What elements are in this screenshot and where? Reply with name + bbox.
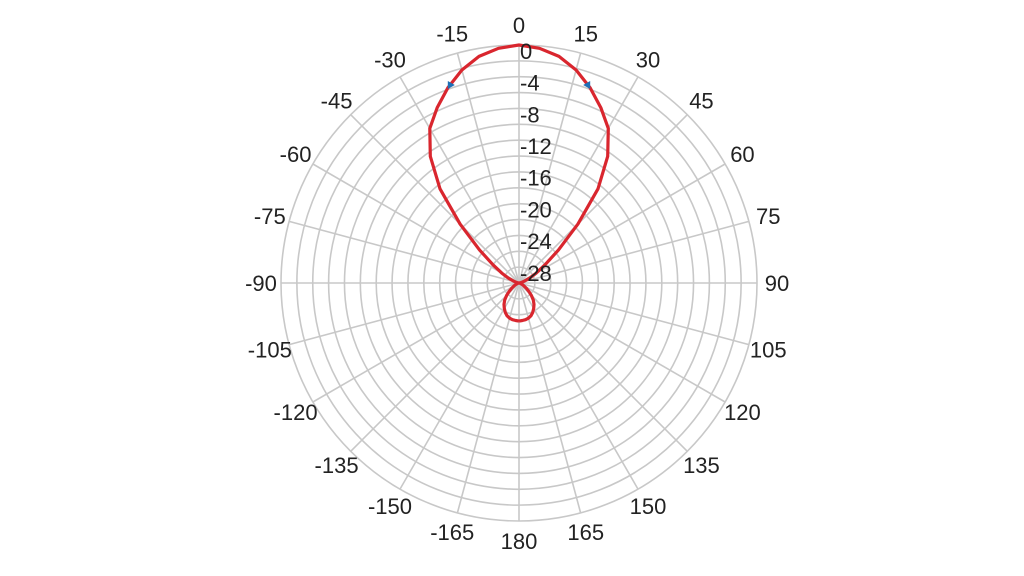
angle-tick-label: -75 (254, 204, 286, 229)
angle-tick-label: -135 (315, 453, 359, 478)
radial-tick-label: 0 (520, 39, 532, 64)
radial-tick-label: -4 (520, 71, 540, 96)
angle-tick-label: -150 (368, 494, 412, 519)
grid-spoke (518, 163, 726, 284)
grid-spoke (350, 114, 520, 284)
grid-spoke (518, 282, 726, 403)
angle-tick-label: -30 (374, 47, 406, 72)
angle-tick-label: -120 (274, 400, 318, 425)
grid-spoke (399, 76, 520, 284)
grid-spoke (518, 282, 750, 346)
grid-spoke (399, 282, 520, 490)
grid-spoke (312, 163, 520, 284)
angle-tick-label: -15 (436, 22, 468, 47)
grid-spoke (518, 220, 750, 284)
angle-tick-label: 30 (636, 47, 660, 72)
radial-tick-label: -12 (520, 134, 552, 159)
angle-tick-label: 45 (689, 88, 713, 113)
grid-spoke (518, 282, 688, 452)
angle-tick-label: 90 (765, 271, 789, 296)
grid-spoke (518, 52, 582, 284)
radial-tick-label: -16 (520, 166, 552, 191)
grid-spoke (288, 220, 520, 284)
marker (447, 80, 455, 89)
grid-spoke (312, 282, 520, 403)
radial-tick-label: -28 (520, 261, 552, 286)
marker (583, 80, 591, 89)
angle-tick-label: 105 (750, 338, 787, 363)
angle-tick-label: 135 (683, 453, 720, 478)
angle-tick-label: 150 (630, 494, 667, 519)
grid-spoke (456, 282, 520, 514)
angle-tick-label: 120 (724, 400, 761, 425)
grid-spoke (518, 282, 582, 514)
angle-tick-label: 0 (513, 13, 525, 38)
angle-tick-label: -90 (245, 271, 277, 296)
grid-spoke (518, 76, 639, 284)
angle-tick-label: 15 (574, 22, 598, 47)
radial-tick-label: -8 (520, 102, 540, 127)
grid-spoke (456, 52, 520, 284)
radial-tick-label: -20 (520, 197, 552, 222)
grid-spoke (518, 114, 688, 284)
angle-tick-label: 60 (730, 142, 754, 167)
pattern-line (428, 43, 610, 323)
grid-spoke (350, 282, 520, 452)
angle-tick-label: 165 (567, 520, 604, 545)
grid-spoke (518, 282, 639, 490)
grid-spoke (288, 282, 520, 346)
angle-tick-label: -45 (321, 88, 353, 113)
angle-tick-label: -165 (430, 520, 474, 545)
angle-tick-label: 180 (501, 529, 538, 554)
angle-tick-label: -60 (280, 142, 312, 167)
angle-tick-label: 75 (756, 204, 780, 229)
radial-tick-label: -24 (520, 229, 552, 254)
angle-tick-label: -105 (248, 338, 292, 363)
